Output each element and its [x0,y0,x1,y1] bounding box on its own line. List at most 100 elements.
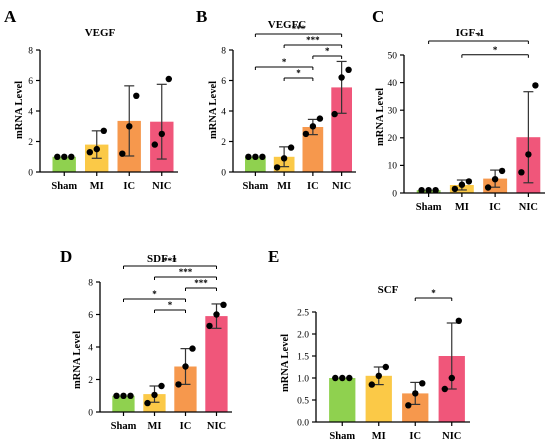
significance-label: *** [306,35,320,45]
panel-title: SDF-1 [147,253,177,265]
x-tick-label: Sham [329,431,355,442]
data-point-nic [525,151,532,158]
data-point-mi [144,399,151,407]
x-tick-label: IC [180,421,192,432]
data-point-mi [158,382,165,390]
data-point-mi [86,149,94,156]
data-point-nic [165,75,172,83]
y-tick-label: 20 [388,134,398,144]
data-point-nic [331,110,338,118]
data-point-sham [68,153,75,160]
bar-nic [205,316,228,412]
data-point-mi [287,144,295,151]
bar-sham [329,378,356,422]
y-tick-label: 1.0 [297,374,309,384]
significance-label: *** [179,267,193,277]
bar-nic [331,87,352,172]
panel-title: IGF-1 [456,27,485,39]
data-point-nic [345,66,352,74]
x-tick-label: NIC [207,421,226,432]
data-point-nic [220,301,227,308]
x-tick-label: NIC [332,181,351,192]
data-point-ic [119,150,126,157]
y-tick-label: 4 [28,107,33,117]
data-point-sham [61,153,68,160]
data-point-ic [316,115,324,122]
x-tick-label: MI [372,431,386,442]
y-tick-label: 6 [221,77,226,87]
data-point-nic [448,374,455,382]
data-point-nic [151,141,158,148]
data-point-sham [259,153,266,160]
y-axis-label: mRNA Level [280,334,291,392]
x-tick-label: MI [277,181,291,192]
bar-sham [52,156,76,173]
y-axis-label: mRNA Level [14,81,25,139]
bar-ic [302,127,324,172]
y-tick-label: 0 [88,408,93,418]
panel-c: C IGF-1 mRNA Level 0 10 20 30 40 50 Sham MI IC NI… [372,7,545,213]
x-tick-label: IC [123,181,135,192]
x-tick-label: MI [148,421,162,432]
y-tick-label: 40 [388,79,398,89]
data-point-sham [120,392,127,399]
data-point-ic [302,130,310,138]
x-tick-label: MI [455,202,469,213]
y-tick-label: 1.5 [297,352,309,362]
data-point-mi [151,391,158,399]
y-tick-label: 0 [392,189,397,199]
data-point-sham [113,392,120,399]
x-tick-label: Sham [111,421,137,432]
y-tick-label: 0 [28,168,33,178]
data-point-ic [419,380,426,387]
data-point-nic [518,169,525,176]
data-point-nic [338,74,345,81]
panel-a: A VEGF mRNA Level 0 2 4 6 8 Sham MI IC NIC [4,7,178,192]
y-tick-label: 2 [221,138,226,148]
data-point-nic [441,385,448,393]
y-tick-label: 2.5 [297,308,309,318]
panel-e: E SCF mRNA Level 0.0 0.5 1.0 1.5 2.0 2.5 Sham M… [268,247,470,442]
data-point-mi [465,178,473,185]
significance-label: * [282,57,287,67]
significance-label: *** [163,256,177,266]
data-point-mi [382,363,389,371]
panel-label: A [4,7,17,26]
y-axis-label: mRNA Level [375,88,386,146]
x-tick-label: Sham [416,202,442,213]
data-point-sham [332,374,339,382]
y-tick-label: 50 [388,51,398,61]
panel-label: C [372,7,384,26]
panel-label: B [196,7,207,26]
significance-label: * [168,300,173,310]
data-point-ic [133,92,140,100]
x-tick-label: IC [307,181,319,192]
data-point-mi [458,181,466,188]
x-tick-label: NIC [442,431,461,442]
x-tick-label: IC [409,431,421,442]
x-tick-label: Sham [51,181,77,192]
y-tick-label: 10 [388,162,398,172]
data-point-nic [206,322,213,330]
y-tick-label: 0.0 [297,418,309,428]
significance-label: *** [194,278,208,288]
data-point-mi [368,381,375,388]
data-point-mi [451,185,459,193]
data-point-nic [213,311,220,318]
significance-label: * [152,289,157,299]
x-tick-label: NIC [152,181,171,192]
panel-title: VEGFC [268,19,307,31]
significance-label: * [493,45,498,55]
x-tick-label: IC [489,202,501,213]
y-axis-label: mRNA Level [72,331,83,389]
data-point-ic [491,176,499,183]
data-point-mi [375,372,382,379]
data-point-ic [405,402,412,409]
panel-title: SCF [378,284,399,296]
bar-mi [143,394,166,412]
y-tick-label: 4 [88,343,93,353]
significance-label: * [325,46,330,56]
significance-label: * [431,288,436,298]
